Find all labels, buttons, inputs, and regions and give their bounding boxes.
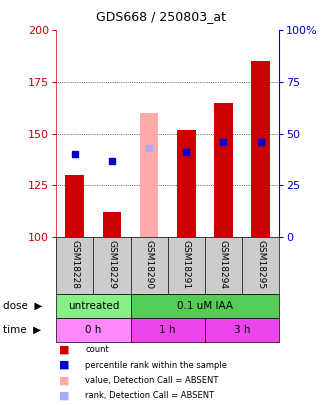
Text: ■: ■ [59, 375, 70, 385]
Bar [140, 113, 159, 237]
Bar [56, 318, 131, 342]
Text: 0.1 uM IAA: 0.1 uM IAA [177, 301, 233, 311]
Text: ■: ■ [59, 360, 70, 370]
Text: count: count [85, 345, 109, 354]
Text: 0 h: 0 h [85, 325, 101, 335]
Text: time  ▶: time ▶ [3, 325, 41, 335]
Text: value, Detection Call = ABSENT: value, Detection Call = ABSENT [85, 376, 218, 385]
Bar [214, 103, 233, 237]
Text: GSM18294: GSM18294 [219, 240, 228, 289]
Text: 3 h: 3 h [234, 325, 250, 335]
Bar [131, 318, 205, 342]
Text: GSM18290: GSM18290 [145, 240, 154, 289]
Text: GSM18229: GSM18229 [108, 240, 117, 289]
Text: ■: ■ [59, 345, 70, 355]
Text: GSM18291: GSM18291 [182, 240, 191, 289]
Text: GSM18228: GSM18228 [70, 240, 79, 289]
Text: rank, Detection Call = ABSENT: rank, Detection Call = ABSENT [85, 391, 214, 400]
Text: dose  ▶: dose ▶ [3, 301, 43, 311]
Bar [251, 62, 270, 237]
Text: GDS668 / 250803_at: GDS668 / 250803_at [96, 10, 225, 23]
Text: GSM18295: GSM18295 [256, 240, 265, 289]
Bar [56, 294, 131, 318]
Bar [103, 212, 121, 237]
Bar [131, 294, 279, 318]
Bar [65, 175, 84, 237]
Bar [205, 318, 279, 342]
Bar [177, 130, 195, 237]
Text: percentile rank within the sample: percentile rank within the sample [85, 360, 227, 369]
Text: untreated: untreated [68, 301, 119, 311]
Text: ■: ■ [59, 390, 70, 401]
Text: 1 h: 1 h [160, 325, 176, 335]
